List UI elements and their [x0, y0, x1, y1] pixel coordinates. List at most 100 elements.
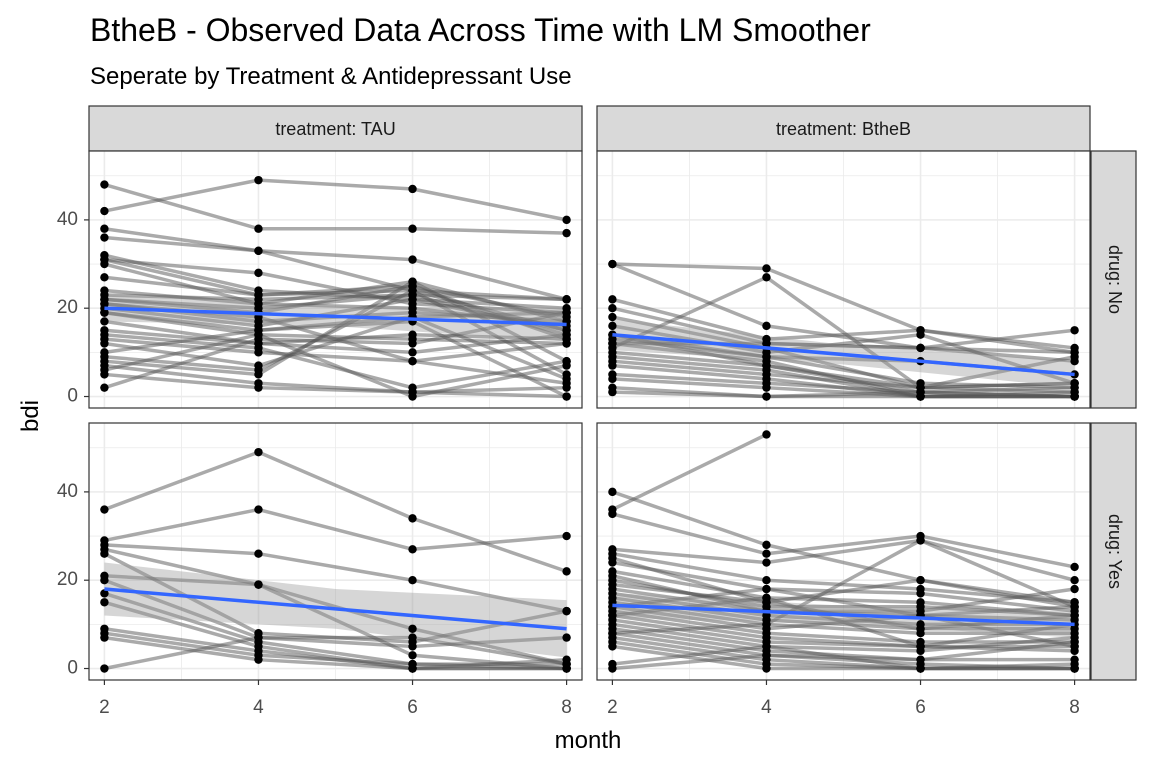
data-point — [608, 509, 617, 519]
data-point — [1070, 576, 1079, 585]
x-axis-title: month — [555, 727, 622, 754]
data-point — [916, 642, 925, 651]
data-point — [254, 549, 263, 558]
subject-trajectory — [104, 319, 567, 346]
y-tick-label: 0 — [67, 386, 78, 407]
subject-trajectory — [104, 235, 567, 302]
data-point — [562, 215, 571, 225]
data-point — [408, 339, 417, 348]
data-point — [100, 273, 109, 282]
data-point — [916, 664, 925, 673]
data-point — [408, 651, 417, 660]
data-point — [562, 308, 571, 317]
lm-smoother-line — [104, 306, 567, 327]
subject-trajectory — [612, 635, 1075, 671]
data-point — [254, 268, 263, 278]
data-point — [762, 339, 771, 348]
subject-trajectory — [103, 182, 567, 235]
panel-border — [88, 422, 583, 681]
subject-trajectory — [612, 640, 1075, 671]
data-point — [408, 286, 417, 295]
data-point — [100, 589, 109, 598]
smoother-confidence-band — [104, 294, 567, 342]
data-point — [608, 642, 617, 651]
data-point — [100, 317, 109, 326]
data-point — [254, 224, 263, 233]
y-tick-label: 0 — [67, 658, 78, 679]
data-point — [562, 228, 571, 238]
data-point — [762, 558, 771, 567]
subject-trajectory — [104, 328, 567, 355]
subject-trajectory — [104, 275, 568, 332]
data-point — [762, 273, 771, 282]
panel — [596, 150, 1091, 409]
data-point — [100, 259, 109, 269]
panel-border — [596, 422, 1091, 681]
data-point — [916, 536, 925, 545]
data-point — [562, 606, 571, 616]
subject-trajectory — [103, 600, 567, 671]
panel-border — [88, 150, 583, 409]
data-point — [100, 339, 109, 348]
y-tick-label: 20 — [57, 297, 78, 318]
subject-trajectory — [612, 600, 1075, 635]
data-point — [1070, 392, 1079, 401]
data-point — [562, 295, 571, 304]
data-point — [1070, 348, 1079, 357]
subject-trajectory — [612, 390, 1075, 399]
data-point — [408, 184, 417, 194]
row-strip — [1090, 422, 1137, 681]
subject-trajectory — [612, 341, 1075, 355]
panel — [88, 150, 583, 409]
subject-trajectory — [611, 432, 768, 512]
data-point — [608, 611, 617, 620]
data-point — [762, 392, 771, 401]
subject-trajectory — [104, 635, 567, 671]
data-point — [254, 383, 263, 392]
subject-trajectory — [612, 622, 1075, 653]
data-point — [608, 487, 617, 497]
y-axis-title: bdi — [17, 400, 44, 432]
row-strip — [1090, 150, 1137, 409]
data-point — [562, 392, 571, 401]
subject-trajectory — [104, 253, 567, 310]
panel — [88, 422, 583, 681]
data-point — [408, 330, 417, 339]
data-point — [762, 584, 771, 594]
row-strip-label: drug: No — [1105, 245, 1125, 314]
column-strip — [88, 105, 583, 152]
data-point — [562, 531, 571, 541]
data-point — [100, 664, 109, 673]
data-point — [408, 348, 417, 357]
chart-subtitle: Seperate by Treatment & Antidepressant U… — [90, 63, 572, 90]
x-tick-label: 2 — [99, 697, 110, 718]
subject-trajectory — [612, 538, 1076, 582]
data-point — [608, 580, 617, 589]
data-point — [1070, 326, 1079, 335]
subject-trajectory — [612, 609, 1075, 644]
data-point — [608, 339, 617, 348]
data-point — [100, 370, 109, 379]
column-strip — [596, 105, 1091, 152]
data-point — [408, 224, 417, 233]
data-point — [100, 206, 109, 216]
data-point — [408, 576, 417, 585]
x-tick-label: 2 — [607, 697, 618, 718]
subject-trajectory — [104, 543, 567, 613]
subject-trajectory — [612, 627, 1075, 662]
data-point — [916, 330, 925, 339]
data-point — [408, 356, 417, 366]
subject-trajectory — [104, 310, 567, 346]
subject-trajectory — [612, 560, 1075, 613]
data-point — [608, 558, 617, 567]
data-point — [1070, 379, 1079, 388]
data-point — [1070, 584, 1079, 594]
subject-trajectory — [612, 591, 1075, 627]
subject-trajectory — [612, 618, 1075, 653]
x-tick-label: 6 — [407, 697, 418, 718]
subject-trajectory — [104, 507, 567, 552]
data-point — [916, 624, 925, 633]
subject-trajectory — [612, 587, 1075, 649]
subject-trajectory — [612, 574, 1075, 613]
data-point — [762, 264, 771, 273]
